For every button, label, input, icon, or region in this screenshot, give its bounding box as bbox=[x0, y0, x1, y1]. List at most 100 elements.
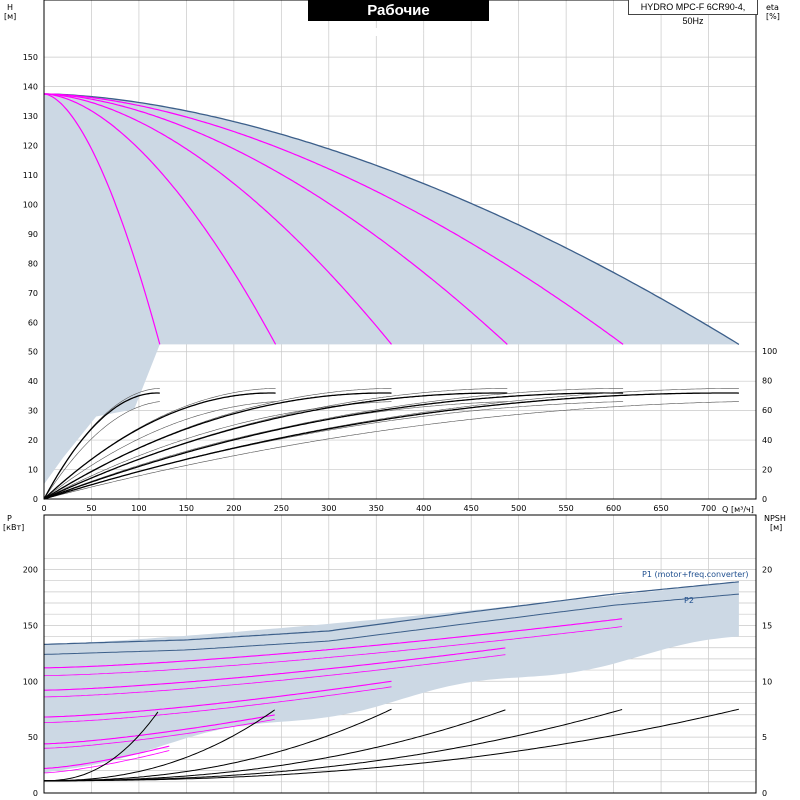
y-tick-label: 100 bbox=[23, 200, 38, 209]
eta-curve-1-pumps bbox=[43, 392, 160, 500]
power-envelope-area bbox=[44, 581, 739, 773]
y-tick-label: 120 bbox=[23, 142, 38, 151]
npsh-curve-6-pumps bbox=[44, 708, 740, 782]
lower-y2label: NPSH bbox=[764, 514, 786, 523]
eta-curve-4-pumps bbox=[43, 392, 508, 500]
x-tick-label: 450 bbox=[464, 504, 479, 513]
axis-labels: H [м] eta [%] Q [м³/ч] P [кВт] NPSH [м] … bbox=[3, 3, 786, 605]
lower-plot-frame bbox=[43, 514, 757, 794]
y-tick-label: 100 bbox=[23, 677, 38, 686]
curves bbox=[43, 93, 740, 782]
head-curve-1-pumps bbox=[43, 93, 161, 345]
power-curve-3-pumps bbox=[44, 686, 392, 723]
axes: 0 50 100 150 200 250 300 350 400 450 500 550 600 650 7… bbox=[23, 0, 777, 798]
y-tick-label: 10 bbox=[28, 466, 38, 475]
y2-tick-label: 40 bbox=[762, 436, 772, 445]
x-tick-label: 150 bbox=[179, 504, 194, 513]
y-tick-label: 130 bbox=[23, 112, 38, 121]
lower-y2unit: [м] bbox=[770, 523, 782, 532]
upper-y2label: eta bbox=[766, 3, 779, 12]
y-tick-label: 0 bbox=[33, 789, 38, 798]
head-curve-3-pumps bbox=[44, 93, 392, 345]
power-curve-1-pumps bbox=[43, 745, 170, 769]
y2-tick-label: 0 bbox=[762, 495, 767, 504]
x-tick-label: 400 bbox=[416, 504, 431, 513]
chart-title: Рабочие характеристики bbox=[308, 0, 489, 40]
model-label: HYDRO MPC-F 6CR90-4, 50Hz bbox=[628, 0, 758, 26]
y-tick-label: 90 bbox=[28, 230, 38, 239]
y2-tick-label: 5 bbox=[762, 733, 767, 742]
npsh-curve-1-pumps bbox=[44, 711, 159, 782]
y-tick-label: 200 bbox=[23, 566, 38, 575]
x-tick-label: 0 bbox=[41, 504, 46, 513]
y2-tick-label: 80 bbox=[762, 377, 772, 386]
head-curve-5-pumps bbox=[44, 93, 624, 345]
eta-curve-2-pumps bbox=[43, 392, 276, 500]
power-curve-4-pumps bbox=[44, 647, 506, 691]
y-tick-label: 70 bbox=[28, 289, 38, 298]
y-tick-label: 60 bbox=[28, 318, 38, 327]
eta-curve-thin bbox=[43, 401, 160, 500]
upper-ylabel: H bbox=[7, 3, 13, 12]
power-curve-1-pumps bbox=[43, 750, 170, 774]
y-tick-label: 50 bbox=[28, 733, 38, 742]
power-curve-3-pumps bbox=[44, 680, 392, 718]
upper-yunit: [м] bbox=[4, 12, 16, 21]
upper-plot-frame bbox=[43, 0, 757, 500]
x-tick-label: 550 bbox=[558, 504, 573, 513]
y2-tick-label: 100 bbox=[762, 347, 777, 356]
y-tick-label: 20 bbox=[28, 436, 38, 445]
y2-tick-label: 10 bbox=[762, 677, 772, 686]
eta-curve-3-pumps bbox=[43, 392, 392, 500]
y-tick-label: 80 bbox=[28, 259, 38, 268]
eta-curve-thin bbox=[43, 401, 624, 500]
power-curve-2-pumps bbox=[43, 719, 275, 749]
head-curve-4-pumps bbox=[44, 93, 508, 345]
upper-xlabel: Q bbox=[722, 505, 728, 514]
p2-curve bbox=[43, 593, 739, 655]
x-tick-label: 650 bbox=[653, 504, 668, 513]
head-envelope-area bbox=[44, 94, 739, 485]
power-curve-5-pumps bbox=[44, 618, 623, 669]
y-tick-label: 150 bbox=[23, 621, 38, 630]
lower-yunit: [кВт] bbox=[3, 523, 24, 532]
x-tick-label: 250 bbox=[274, 504, 289, 513]
x-tick-label: 600 bbox=[606, 504, 621, 513]
p2-series-label: P2 bbox=[684, 596, 694, 605]
eta-curve-thin bbox=[43, 401, 739, 500]
y2-tick-label: 20 bbox=[762, 566, 772, 575]
y-tick-label: 50 bbox=[28, 348, 38, 357]
y2-tick-label: 60 bbox=[762, 406, 772, 415]
p1-series-label: P1 (motor+freq.converter) bbox=[642, 570, 749, 579]
upper-y2unit: [%] bbox=[766, 12, 780, 21]
npsh-curve-2-pumps bbox=[44, 709, 275, 782]
max-head-curve bbox=[44, 93, 740, 345]
p1-curve bbox=[43, 581, 739, 645]
x-tick-label: 500 bbox=[511, 504, 526, 513]
x-tick-label: 350 bbox=[369, 504, 384, 513]
x-tick-label: 100 bbox=[131, 504, 146, 513]
x-tick-label: 300 bbox=[321, 504, 336, 513]
upper-xunit: [м³/ч] bbox=[731, 505, 754, 514]
y-tick-label: 140 bbox=[23, 83, 38, 92]
eta-curve-thin bbox=[43, 401, 508, 500]
x-tick-label: 200 bbox=[226, 504, 241, 513]
y-tick-label: 150 bbox=[23, 53, 38, 62]
lower-ylabel: P bbox=[7, 514, 12, 523]
y-tick-label: 40 bbox=[28, 377, 38, 386]
envelope-fills bbox=[44, 94, 739, 773]
y2-tick-label: 20 bbox=[762, 465, 772, 474]
y2-tick-label: 15 bbox=[762, 621, 772, 630]
y-tick-label: 110 bbox=[23, 171, 38, 180]
eta-curve-5-pumps bbox=[43, 392, 624, 500]
power-curve-4-pumps bbox=[44, 654, 506, 698]
y2-tick-label: 0 bbox=[762, 789, 767, 798]
npsh-curve-3-pumps bbox=[44, 708, 392, 782]
power-curve-2-pumps bbox=[44, 714, 275, 745]
power-curve-5-pumps bbox=[43, 626, 623, 677]
eta-curve-6-pumps bbox=[43, 392, 739, 500]
y-tick-label: 30 bbox=[28, 407, 38, 416]
x-tick-label: 700 bbox=[701, 504, 716, 513]
x-tick-label: 50 bbox=[86, 504, 96, 513]
